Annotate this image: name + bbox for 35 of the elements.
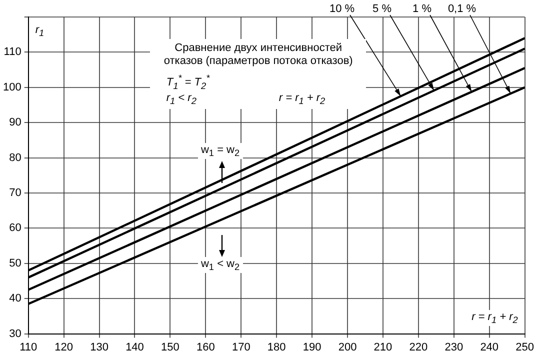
text: 10 % (329, 3, 355, 16)
x-tick-label: 170 (232, 341, 250, 354)
x-tick-label: 120 (54, 341, 73, 354)
annotation: r$_{1}$ < r$_{2}$ (165, 92, 198, 106)
y-tick-label: 80 (9, 152, 22, 164)
y-tick-label: 100 (2, 81, 22, 94)
x-tick-label: 130 (90, 341, 108, 354)
text: 0,1 % (448, 3, 476, 16)
x-tick-label: 180 (267, 341, 286, 354)
x-tick-label: 210 (374, 341, 392, 354)
annotation: w$_{1}$ = w$_{2}$ (198, 142, 243, 159)
y-tick-label: 70 (9, 187, 22, 200)
annotation: w$_{1}$ < w$_{2}$ (198, 256, 243, 273)
annotation: r = r$_{1}$ + r$_{2}$ (278, 92, 326, 106)
y-tick-label: 30 (9, 328, 22, 340)
y-tick-label: 90 (9, 116, 22, 129)
x-tick-label: 230 (444, 341, 464, 354)
y-axis-title: r$_{1}$ (32, 23, 48, 40)
x-tick-label: 190 (302, 341, 322, 354)
x-axis-title: r = r$_{1}$ + r$_{2}$ (468, 310, 521, 326)
y-tick-label: 60 (9, 222, 22, 234)
x-tick-label: 160 (196, 341, 215, 354)
y-tick-label: 110 (4, 46, 22, 58)
y-tick-label: 40 (9, 292, 22, 305)
x-tick-label: 110 (20, 341, 38, 354)
x-tick-label: 140 (126, 341, 144, 354)
x-tick-label: 150 (161, 341, 180, 354)
x-tick-label: 240 (480, 341, 499, 354)
text: 5 % (372, 3, 392, 16)
y-tick-label: 50 (9, 257, 22, 270)
text: 1 % (412, 3, 432, 16)
x-tick-label: 220 (409, 341, 428, 354)
annotation: Сравнение двух интенсивностей отказов (параметров потока отказов) (162, 42, 354, 68)
x-tick-label: 250 (516, 341, 534, 354)
x-tick-label: 200 (338, 341, 357, 354)
